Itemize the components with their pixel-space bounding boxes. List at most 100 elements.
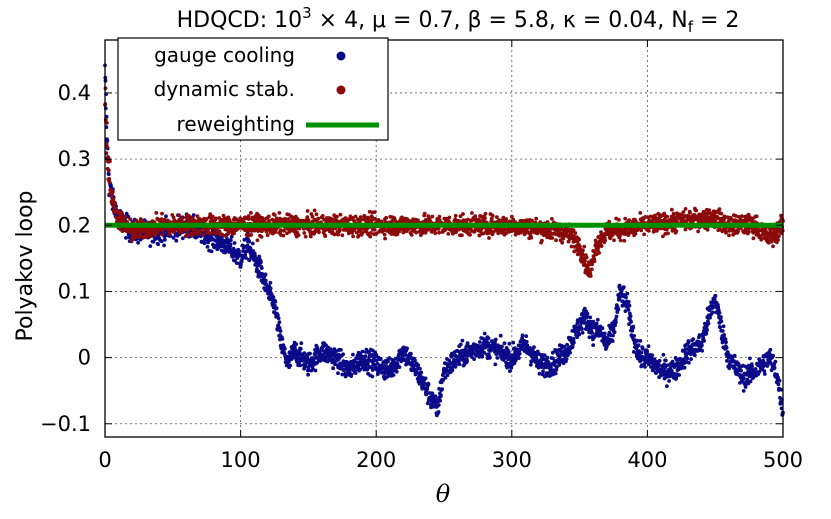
data-point [317,230,321,235]
data-point [276,316,281,321]
data-point [682,365,687,370]
data-point [250,217,255,222]
data-point [554,368,559,372]
data-point [208,212,213,217]
data-point [124,236,128,240]
data-point [382,232,387,237]
data-point [627,303,632,308]
data-point [745,377,750,382]
data-point [689,357,693,361]
data-point [372,227,377,232]
data-point [336,232,341,237]
data-point [486,336,491,341]
data-point [751,230,756,235]
data-point [773,359,778,364]
data-point [413,358,417,363]
data-point [585,324,589,328]
data-point [528,346,532,350]
data-point [160,211,164,216]
data-point [259,266,264,270]
data-point [549,365,553,369]
data-point [384,215,389,220]
data-point [229,234,234,239]
data-point [665,363,670,367]
data-point [592,259,597,264]
data-point [493,340,497,345]
data-point [277,211,282,215]
data-point [666,231,670,236]
data-point [517,356,521,360]
data-point [568,350,572,355]
data-point [661,352,666,357]
data-point [700,348,705,353]
data-point [640,346,645,351]
data-point [591,319,596,324]
data-point [374,231,379,236]
data-point [688,210,692,215]
data-point [105,121,109,125]
data-point [468,232,472,237]
data-point [111,190,115,194]
data-point [716,308,721,312]
data-point [590,331,594,335]
data-point [539,359,543,364]
data-point [571,336,576,341]
data-point [426,382,431,387]
data-point [623,216,628,221]
data-point [590,262,594,267]
data-point [278,228,283,233]
data-point [771,244,775,249]
data-point [537,371,542,376]
data-point [425,391,429,396]
data-point [460,338,465,343]
data-point [626,307,631,312]
data-point [616,307,621,312]
data-point [346,231,351,236]
data-point [587,335,592,340]
data-point [106,172,111,177]
data-point [694,208,699,213]
data-point [128,217,133,222]
data-point [724,230,728,235]
data-point [736,229,740,234]
data-point [277,320,282,324]
data-point [228,242,233,247]
data-point [626,299,631,304]
data-point [236,248,241,252]
data-point [316,216,321,221]
data-point [275,313,280,317]
data-point [246,217,251,221]
data-point [416,363,421,368]
data-point [720,340,725,345]
data-point [303,234,308,239]
data-point [345,360,349,364]
data-point [302,231,307,235]
data-point [646,362,651,366]
data-point [394,366,399,370]
data-point [249,233,254,237]
data-point [580,311,585,316]
data-point [171,236,176,240]
data-point [717,207,722,212]
data-point [514,358,518,362]
data-point [162,243,167,248]
data-point [739,214,744,219]
data-point [683,207,688,211]
data-point [553,371,558,376]
data-point [409,233,414,237]
data-point [303,364,308,368]
data-point [259,235,264,239]
data-point [614,314,619,319]
data-point [541,369,545,374]
data-point [312,208,317,213]
data-point [655,228,659,233]
data-point [528,362,533,367]
data-point [633,231,638,236]
data-point [617,218,621,222]
data-point [338,212,343,217]
data-point [465,341,470,346]
data-point [167,232,172,236]
data-point [271,295,276,299]
data-point [353,214,358,219]
data-point [759,237,764,242]
